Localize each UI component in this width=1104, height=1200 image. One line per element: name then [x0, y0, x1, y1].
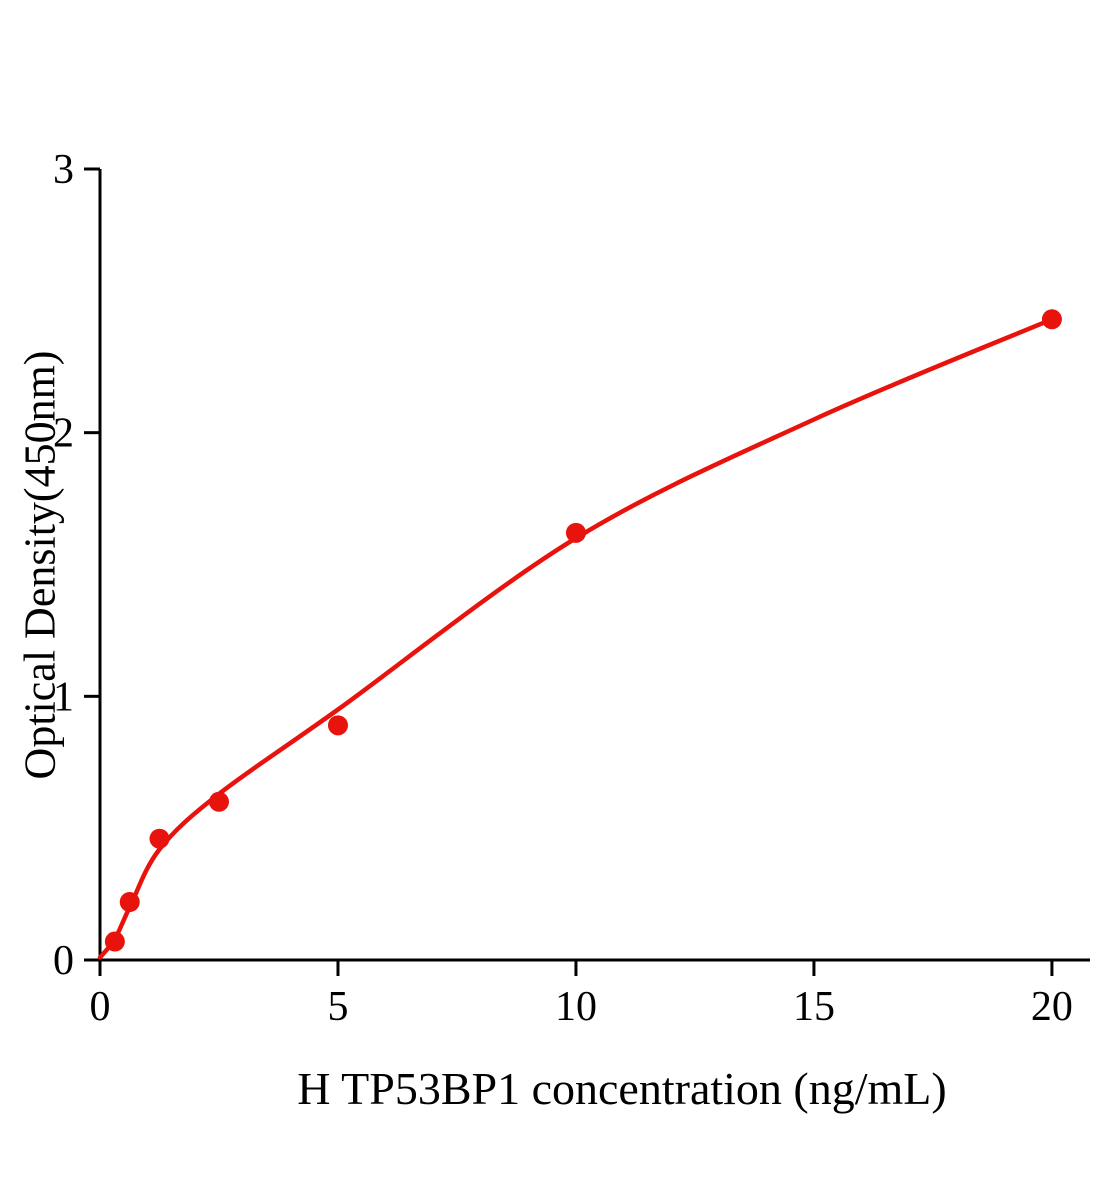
data-point [149, 828, 170, 849]
x-tick-label: 10 [555, 984, 597, 1030]
x-tick-label: 20 [1031, 984, 1073, 1030]
y-tick-label: 1 [53, 674, 74, 720]
x-axis-title: H TP53BP1 concentration (ng/mL) [297, 1063, 947, 1114]
data-point [104, 931, 125, 952]
x-tick-label: 0 [90, 984, 111, 1030]
y-axis-ticks: 0 1 2 3 [53, 147, 100, 984]
data-point [327, 715, 348, 736]
x-tick-label: 15 [793, 984, 835, 1030]
y-tick-label: 2 [53, 411, 74, 457]
y-tick-label: 3 [53, 147, 74, 193]
fit-curve-path [97, 317, 1055, 960]
axes [98, 169, 1090, 962]
fit-curve [97, 317, 1055, 960]
x-tick-label: 5 [327, 984, 348, 1030]
y-tick-label: 0 [53, 938, 74, 984]
data-point [1041, 309, 1062, 330]
data-points [104, 309, 1062, 952]
data-point [565, 522, 586, 543]
y-axis-title: Optical Density(450nm) [15, 350, 65, 780]
data-point [208, 791, 229, 812]
x-axis-ticks: 0 5 10 15 20 [90, 960, 1073, 1030]
data-point [119, 891, 140, 912]
